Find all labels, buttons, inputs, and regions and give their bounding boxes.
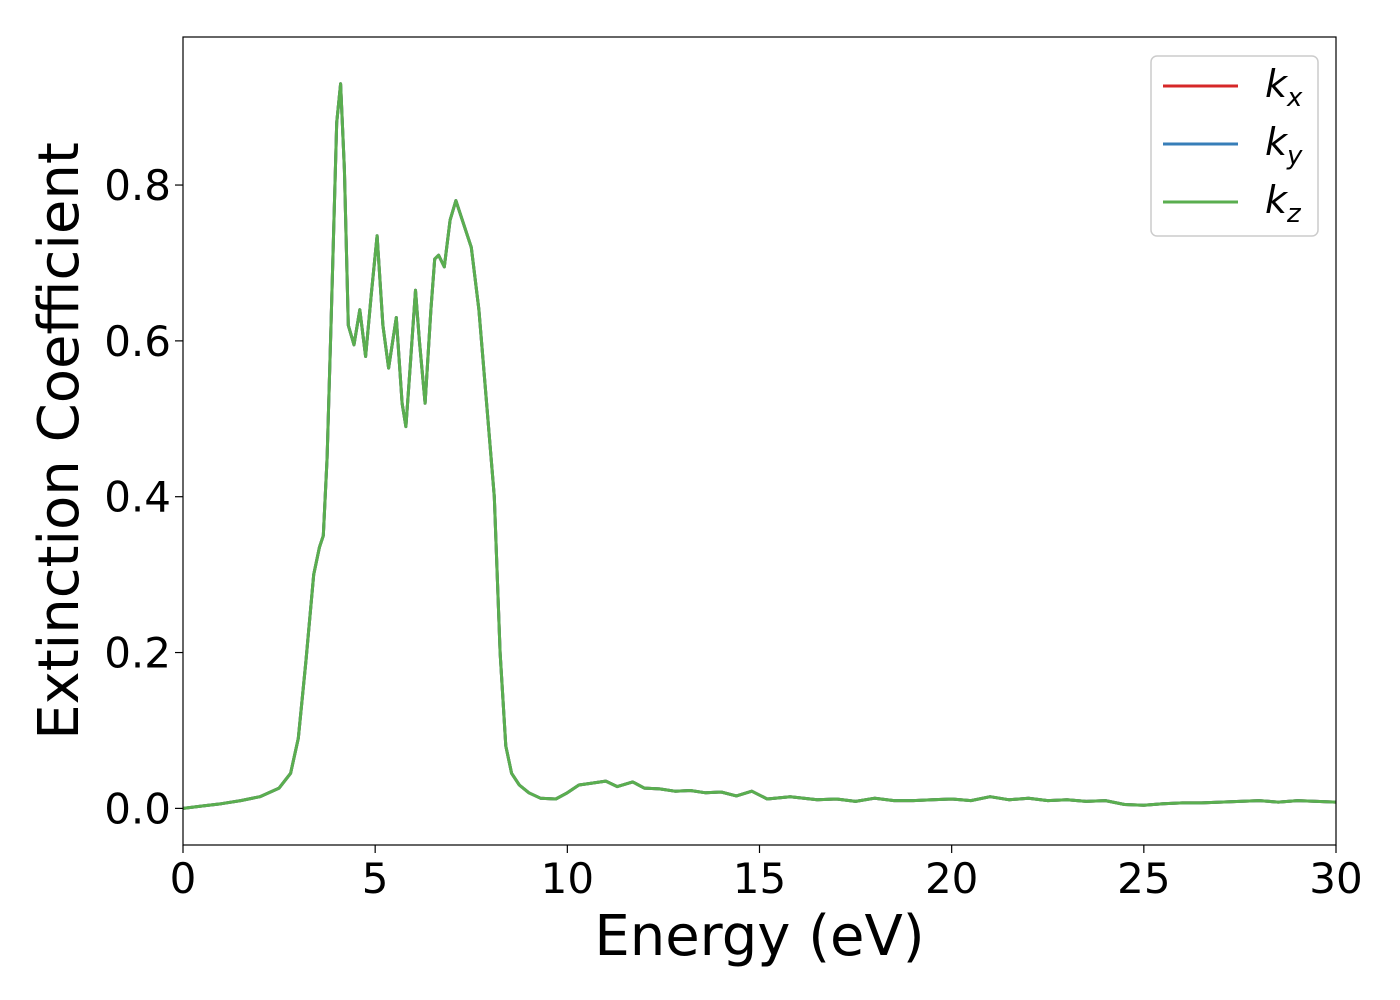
y-tick-label: 0.2: [104, 629, 171, 678]
y-tick-label: 0.0: [104, 784, 171, 833]
x-tick-label: 15: [733, 854, 786, 903]
legend-entry-ky: ky: [1265, 120, 1303, 171]
y-tick-label: 0.6: [104, 317, 171, 366]
x-axis: 0 5 10 15 20 25 30: [170, 845, 1363, 903]
legend: kx ky kz: [1150, 55, 1319, 237]
series-line-kz: [183, 82, 1336, 810]
x-tick-label: 25: [1117, 854, 1170, 903]
x-tick-label: 20: [925, 854, 978, 903]
y-tick-label: 0.4: [104, 473, 171, 522]
plot-area: [183, 82, 1336, 810]
y-axis-title: Extinction Coefficient: [27, 142, 92, 740]
x-tick-label: 10: [541, 854, 594, 903]
x-tick-label: 5: [362, 854, 389, 903]
legend-entry-kz: kz: [1265, 178, 1302, 229]
x-tick-label: 0: [170, 854, 197, 903]
legend-box: [1150, 55, 1319, 237]
legend-entry-kx: kx: [1265, 62, 1303, 113]
y-tick-label: 0.8: [104, 161, 171, 210]
x-axis-title: Energy (eV): [594, 904, 924, 969]
y-axis: 0.0 0.2 0.4 0.6 0.8: [104, 161, 183, 833]
x-tick-label: 30: [1309, 854, 1362, 903]
